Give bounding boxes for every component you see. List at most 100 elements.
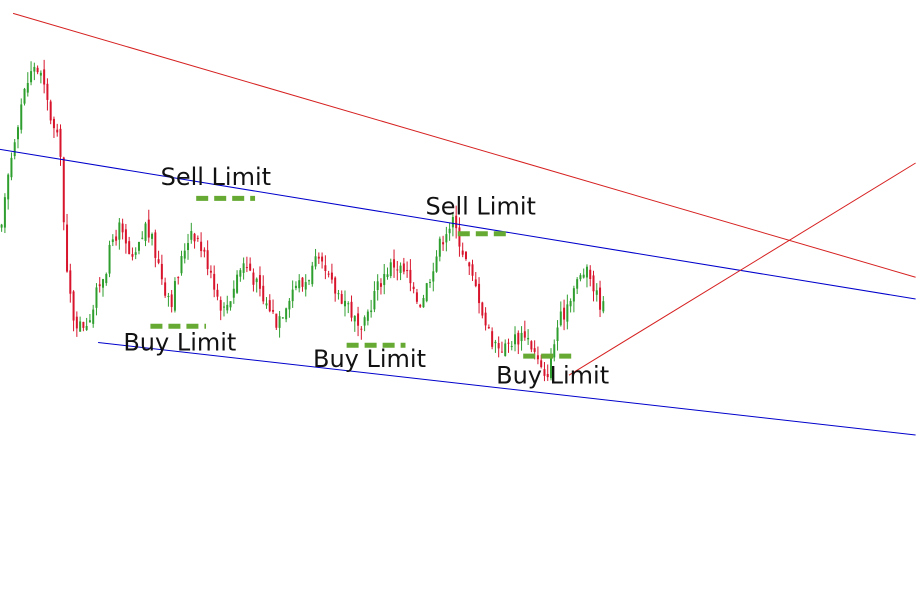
candle-body (353, 316, 356, 322)
candle-body (510, 346, 513, 348)
candle-body (563, 307, 566, 320)
candle-body (102, 279, 105, 288)
candle-body (415, 292, 418, 302)
candle-body (337, 293, 340, 295)
annotation-labels: Sell Limit Buy Limit Sell Limit Buy Limi… (123, 163, 609, 390)
candle-body (455, 215, 458, 229)
candle-body (275, 313, 278, 328)
candle-body (131, 254, 134, 257)
limit-order-markers (150, 195, 576, 359)
channel-lower-line (98, 342, 916, 436)
trend-lines (0, 12, 916, 436)
candle-body (527, 337, 530, 340)
candle-body (484, 312, 487, 326)
candle-body (386, 274, 389, 278)
candle-body (373, 291, 376, 310)
candle-body (108, 244, 111, 274)
candle-body (429, 281, 432, 283)
candle-body (258, 275, 261, 289)
candle-body (442, 242, 445, 245)
candle-body (448, 228, 451, 234)
candle-body (334, 277, 337, 294)
candle-body (66, 224, 69, 272)
candle-body (585, 266, 588, 278)
candle-body (595, 290, 598, 295)
candle-body (75, 316, 78, 329)
candle-body (304, 282, 307, 290)
candle-body (0, 224, 3, 228)
candle-body (461, 250, 464, 255)
resistance-line (12, 12, 916, 278)
candle-body (520, 332, 523, 342)
candle-body (147, 219, 150, 238)
candle-body (464, 251, 467, 260)
candle-body (357, 313, 360, 326)
candle-body (118, 222, 121, 240)
candle-body (157, 259, 160, 263)
candle-body (180, 256, 183, 274)
candle-body (383, 273, 386, 286)
channel-upper-line (0, 148, 916, 300)
candle-body (20, 104, 23, 130)
candle-body (115, 236, 118, 241)
candle-body (599, 287, 602, 310)
candle-body (350, 301, 353, 318)
candle-body (376, 281, 379, 291)
candle-body (3, 197, 6, 228)
candlestick-series (0, 59, 605, 382)
candle-body (324, 265, 327, 271)
candle-body (16, 127, 19, 140)
candle-body (409, 269, 412, 284)
candle-body (370, 310, 373, 313)
candle-body (167, 295, 170, 297)
candle-body (294, 285, 297, 289)
candle-body (481, 302, 484, 316)
candle-body (438, 238, 441, 257)
candle-body (255, 278, 258, 283)
candle-body (523, 331, 526, 338)
candle-body (200, 241, 203, 252)
candle-body (360, 328, 363, 330)
candle-body (314, 256, 317, 267)
candle-body (92, 309, 95, 324)
candle-body (402, 263, 405, 272)
candle-body (556, 327, 559, 342)
candle-body (301, 277, 304, 287)
candle-body (226, 304, 229, 311)
candle-body (468, 262, 471, 267)
candle-body (425, 283, 428, 302)
candle-body (82, 321, 85, 328)
candle-body (151, 233, 154, 239)
candle-body (281, 317, 284, 319)
candle-body (559, 311, 562, 326)
candle-body (170, 294, 173, 307)
candle-body (543, 369, 546, 376)
candle-body (69, 270, 72, 294)
candle-body (105, 273, 108, 284)
candle-body (536, 355, 539, 360)
annotation-label: Sell Limit (425, 193, 535, 221)
candle-body (206, 250, 209, 270)
candle-body (458, 227, 461, 247)
candle-body (229, 301, 232, 308)
candle-body (268, 300, 271, 312)
candle-body (497, 343, 500, 349)
candle-body (298, 280, 301, 289)
candle-body (7, 174, 10, 200)
annotation-label: Buy Limit (496, 361, 609, 389)
candle-body (190, 231, 193, 240)
candle-body (173, 281, 176, 311)
candle-body (471, 264, 474, 276)
candle-body (88, 320, 91, 323)
candle-body (137, 241, 140, 251)
candle-body (445, 234, 448, 243)
candle-body (272, 309, 275, 312)
candle-body (39, 72, 42, 76)
candle-body (569, 300, 572, 307)
candle-body (252, 272, 255, 285)
candle-body (187, 243, 190, 251)
candle-body (602, 301, 605, 312)
candle-body (134, 252, 137, 255)
candle-body (49, 101, 52, 121)
